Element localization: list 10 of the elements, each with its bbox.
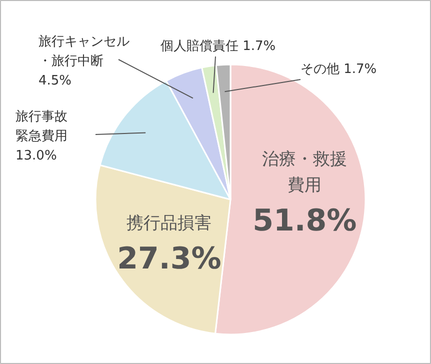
slice-label: 旅行事故緊急費用	[16, 110, 68, 144]
slice-label: 個人賠償責任 1.7%	[160, 39, 276, 54]
slice-label: 携行品損害	[126, 213, 212, 234]
slice-label: 治療・救援費用	[262, 150, 348, 196]
data-label: 27.3%	[117, 241, 222, 276]
slice-label: 旅行キャンセル・旅行中断	[38, 34, 130, 69]
slice-label: その他 1.7%	[300, 62, 377, 77]
data-label: 4.5%	[38, 74, 72, 88]
data-label: 51.8%	[252, 204, 357, 239]
data-label: 13.0%	[16, 148, 57, 164]
